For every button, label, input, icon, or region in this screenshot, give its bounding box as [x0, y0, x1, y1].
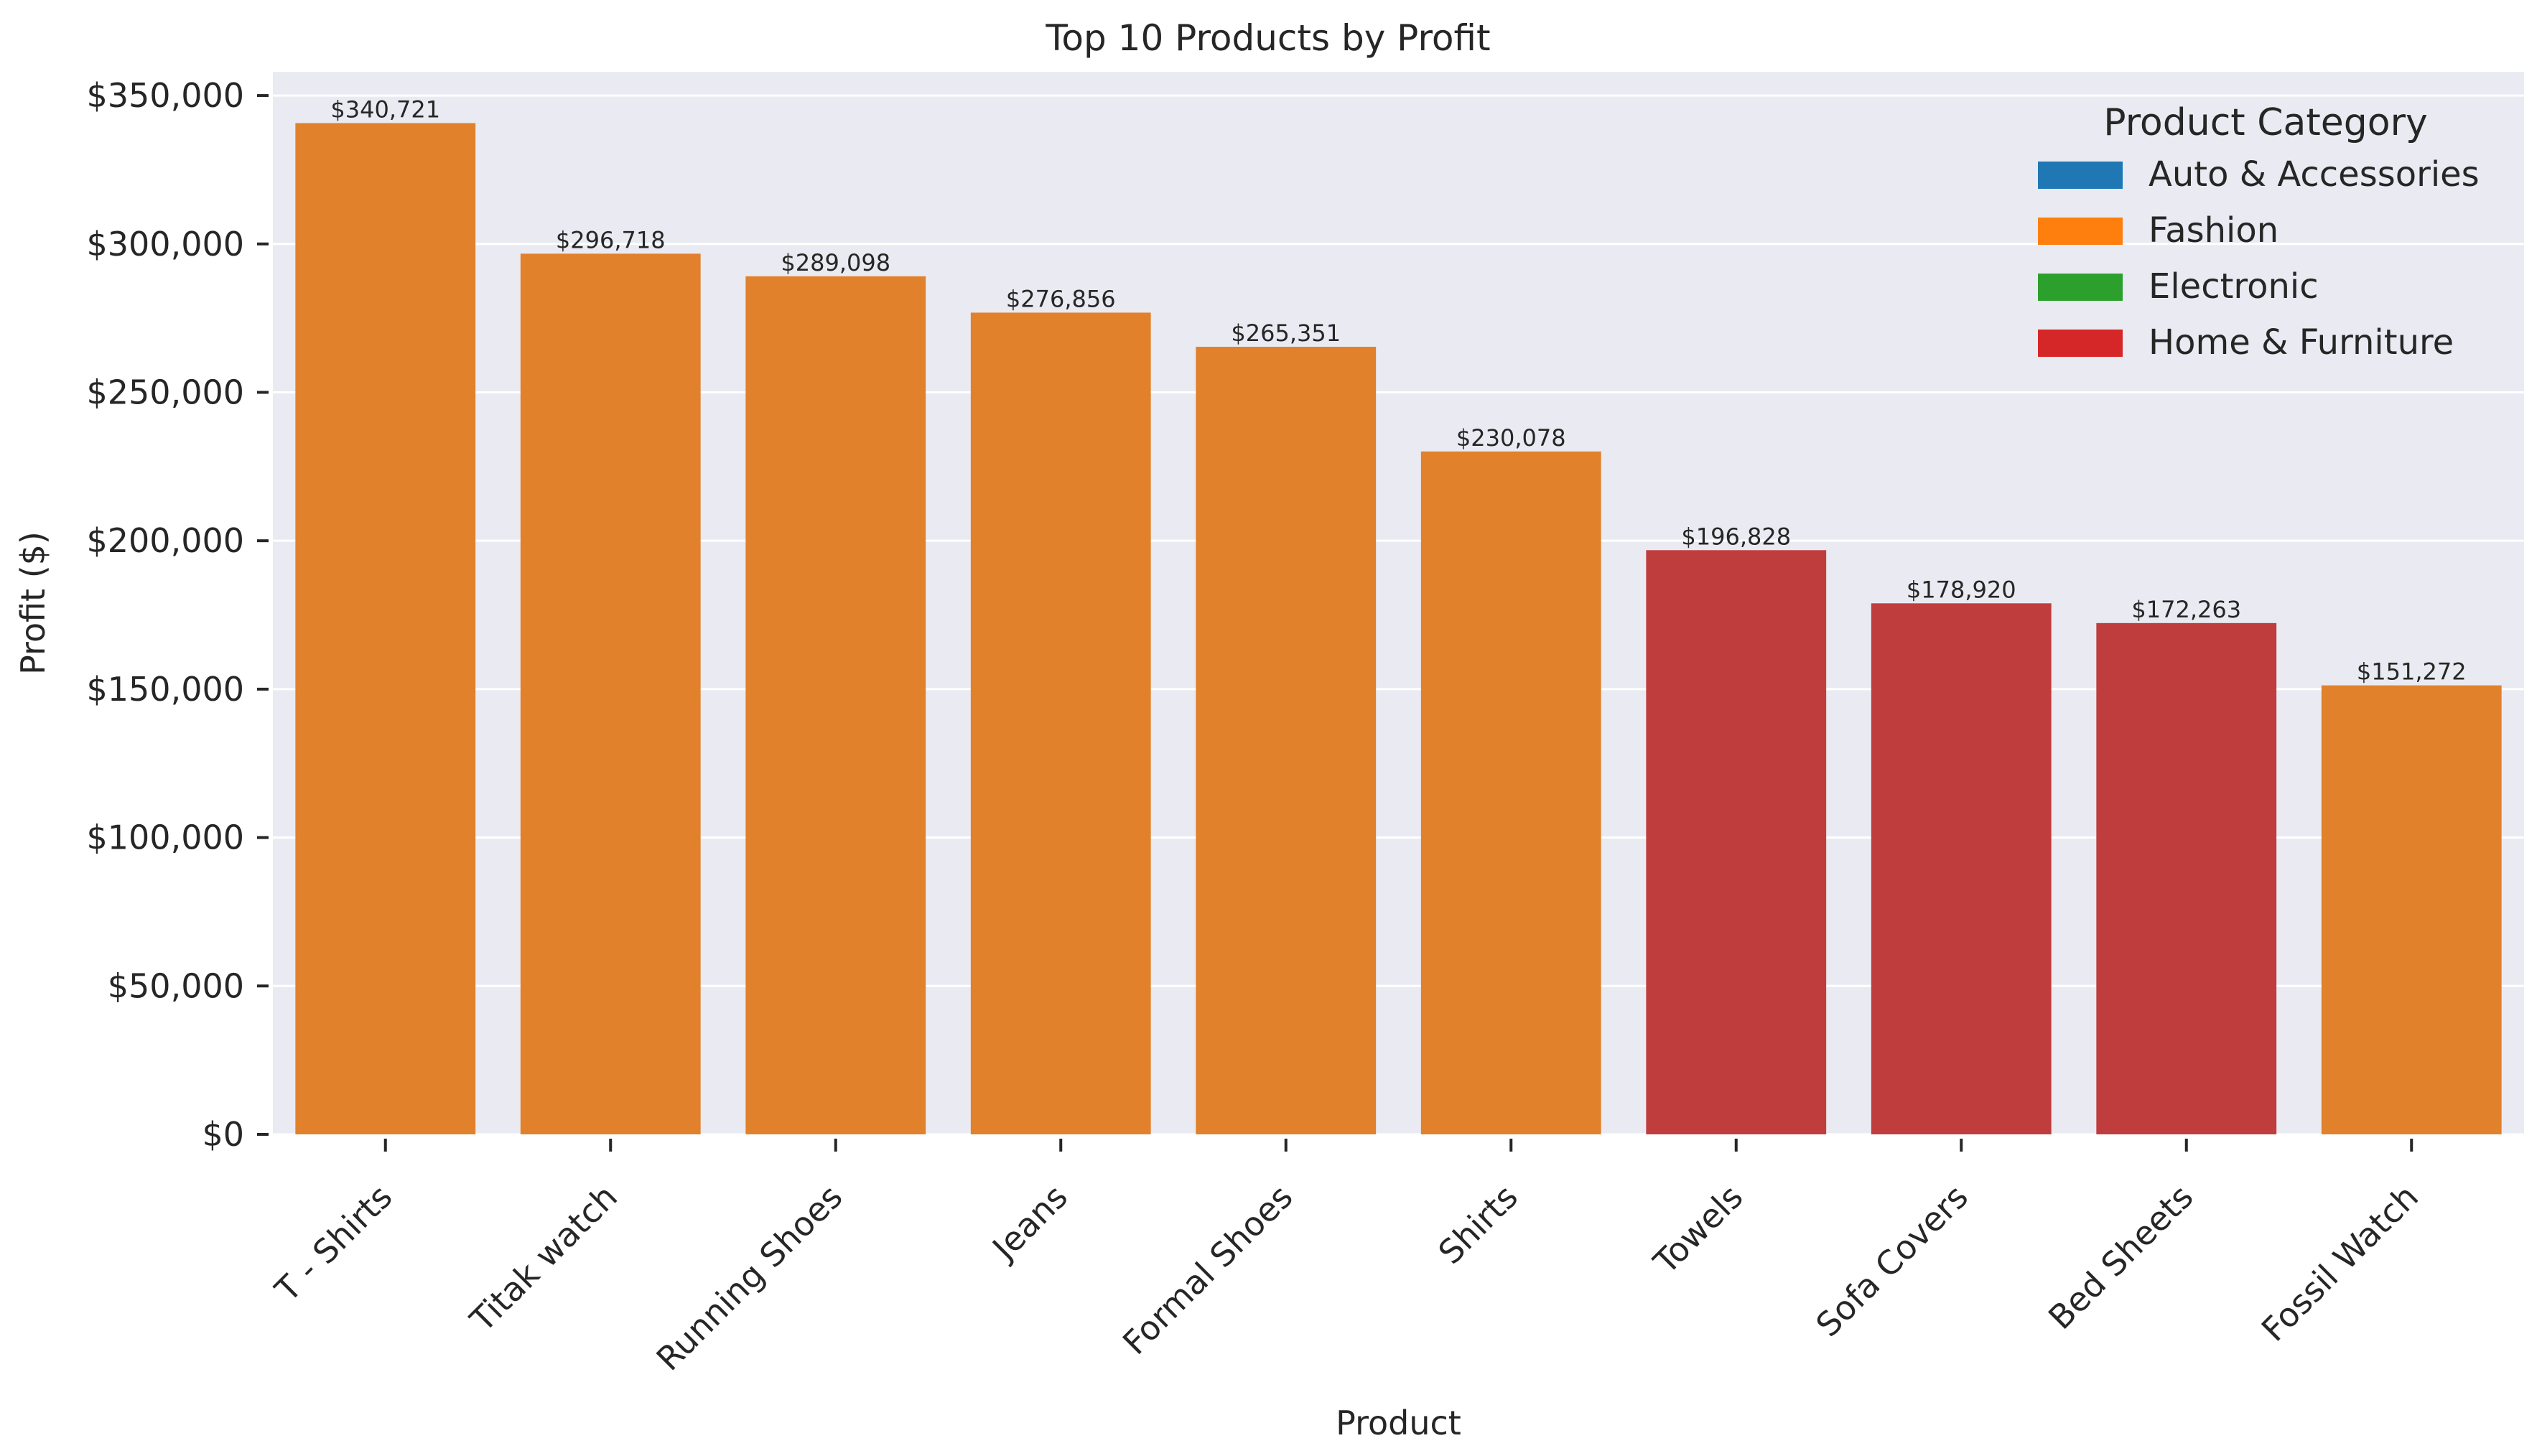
legend-swatch: [2038, 218, 2123, 245]
chart-title: Top 10 Products by Profit: [1045, 17, 1490, 59]
y-axis-ticks: $0 $50,000 $100,000 $150,000 $200,000 $250,00…: [87, 76, 269, 1154]
legend-entry-label: Home & Furniture: [2149, 322, 2454, 363]
legend-swatch: [2038, 162, 2123, 189]
legend-swatch: [2038, 274, 2123, 301]
legend-entry-label: Electronic: [2149, 266, 2319, 307]
y-tick-label: $150,000: [87, 670, 245, 709]
bar-value-labels: $340,721 $296,718 $289,098 $276,856 $265,351…: [330, 95, 2466, 685]
bar: [520, 253, 701, 1134]
bar-value-label: $172,263: [2131, 596, 2241, 623]
bar: [2096, 622, 2277, 1134]
bar-value-label: $196,828: [1681, 523, 1791, 550]
legend-entry-label: Fashion: [2149, 210, 2278, 251]
legend-entries: Auto & Accessories Fashion Electronic Home …: [2038, 154, 2480, 363]
bar-value-label: $230,078: [1456, 424, 1566, 452]
y-tick-label: $50,000: [108, 966, 244, 1005]
bar: [1196, 347, 1377, 1135]
bar: [970, 312, 1151, 1135]
bar-value-label: $178,920: [1907, 576, 2016, 603]
bar-value-label: $289,098: [781, 249, 890, 276]
y-tick-label: $0: [202, 1115, 244, 1154]
bar: [1871, 603, 2052, 1134]
legend: Product Category Auto & Accessories Fashi…: [2038, 101, 2480, 363]
bar-value-label: $296,718: [556, 226, 666, 253]
bar: [1420, 451, 1601, 1134]
legend-swatch: [2038, 330, 2123, 357]
y-tick-label: $200,000: [87, 521, 245, 560]
bar: [2321, 685, 2502, 1134]
legend-entry-label: Auto & Accessories: [2149, 154, 2480, 195]
y-tick-label: $100,000: [87, 818, 245, 857]
bar: [745, 276, 926, 1135]
bars: [295, 123, 2502, 1135]
bar-value-label: $151,272: [2357, 658, 2467, 686]
y-tick-label: $350,000: [87, 76, 245, 115]
bar-value-label: $276,856: [1006, 285, 1116, 312]
x-axis-label: Product: [1336, 1404, 1461, 1442]
legend-title: Product Category: [2103, 101, 2428, 144]
bar-value-label: $265,351: [1231, 319, 1341, 347]
bar: [295, 123, 476, 1134]
bar: [1646, 550, 1827, 1134]
y-tick-label: $300,000: [87, 225, 245, 263]
y-tick-label: $250,000: [87, 373, 245, 411]
bar-value-label: $340,721: [330, 95, 440, 123]
y-axis-label: Profit ($): [14, 531, 52, 675]
